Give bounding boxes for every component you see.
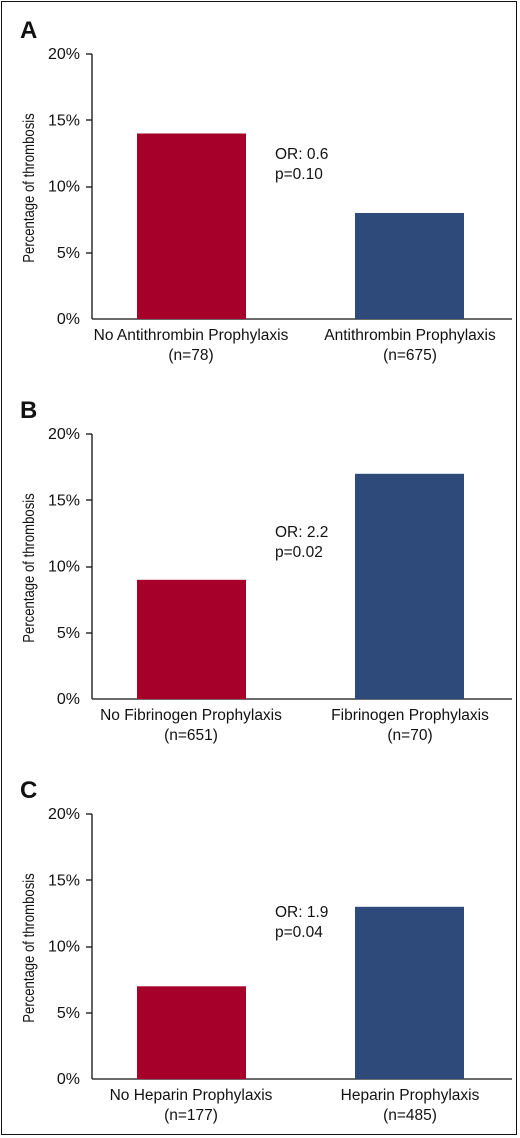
- category-label: No Heparin Prophylaxis: [110, 1087, 273, 1104]
- category-label: No Fibrinogen Prophylaxis: [100, 707, 282, 724]
- y-ticks: 0% 5% 10% 15% 20%: [48, 46, 80, 328]
- category-label: Heparin Prophylaxis: [341, 1087, 480, 1104]
- y-tick-label: 20%: [48, 46, 80, 63]
- category-n: (n=651): [164, 727, 218, 744]
- category-n: (n=70): [387, 727, 432, 744]
- panel-b: B Percentage of thrombosis 0% 5% 10% 15%…: [20, 397, 512, 744]
- y-tick-label: 10%: [48, 559, 80, 576]
- bar-antithrombin: [355, 213, 464, 319]
- panel-a: A Percentage of thrombosis 0% 5% 10% 15%…: [20, 17, 512, 364]
- category-n: (n=675): [383, 347, 437, 364]
- y-tick-label: 15%: [48, 872, 80, 889]
- y-tick-label: 5%: [57, 1005, 80, 1022]
- category-label: No Antithrombin Prophylaxis: [94, 327, 289, 344]
- y-axis-label: Percentage of thrombosis: [21, 493, 38, 642]
- panel-label: C: [20, 777, 37, 804]
- y-tick-label: 20%: [48, 806, 80, 823]
- odds-ratio: OR: 0.6: [275, 146, 328, 163]
- category-n: (n=485): [383, 1107, 437, 1124]
- y-tick-label: 20%: [48, 426, 80, 443]
- y-ticks: 0% 5% 10% 15% 20%: [48, 426, 80, 708]
- p-value: p=0.04: [275, 924, 323, 941]
- y-tick-label: 15%: [48, 492, 80, 509]
- category-label: Antithrombin Prophylaxis: [324, 327, 496, 344]
- panel-label: B: [20, 397, 37, 424]
- panel-c: C Percentage of thrombosis 0% 5% 10% 15%…: [20, 777, 512, 1124]
- y-tick-label: 5%: [57, 625, 80, 642]
- y-tick-label: 0%: [57, 691, 80, 708]
- y-axis-label: Percentage of thrombosis: [21, 113, 38, 262]
- y-tick-label: 15%: [48, 112, 80, 129]
- bar-heparin: [355, 906, 464, 1080]
- panel-label: A: [20, 17, 37, 44]
- y-tick-label: 10%: [48, 939, 80, 956]
- y-ticks: 0% 5% 10% 15% 20%: [48, 806, 80, 1088]
- odds-ratio: OR: 2.2: [275, 524, 328, 541]
- y-tick-label: 0%: [57, 311, 80, 328]
- category-label: Fibrinogen Prophylaxis: [331, 707, 489, 724]
- odds-ratio: OR: 1.9: [275, 904, 328, 921]
- bar-no-antithrombin: [137, 133, 246, 319]
- bar-fibrinogen: [355, 473, 464, 700]
- p-value: p=0.02: [275, 544, 323, 561]
- y-tick-label: 0%: [57, 1071, 80, 1088]
- category-n: (n=177): [164, 1107, 218, 1124]
- p-value: p=0.10: [275, 166, 323, 183]
- y-tick-label: 10%: [48, 179, 80, 196]
- category-n: (n=78): [168, 347, 213, 364]
- y-tick-label: 5%: [57, 245, 80, 262]
- y-axis-label: Percentage of thrombosis: [21, 873, 38, 1022]
- bar-no-fibrinogen: [137, 579, 246, 700]
- bar-no-heparin: [137, 986, 246, 1080]
